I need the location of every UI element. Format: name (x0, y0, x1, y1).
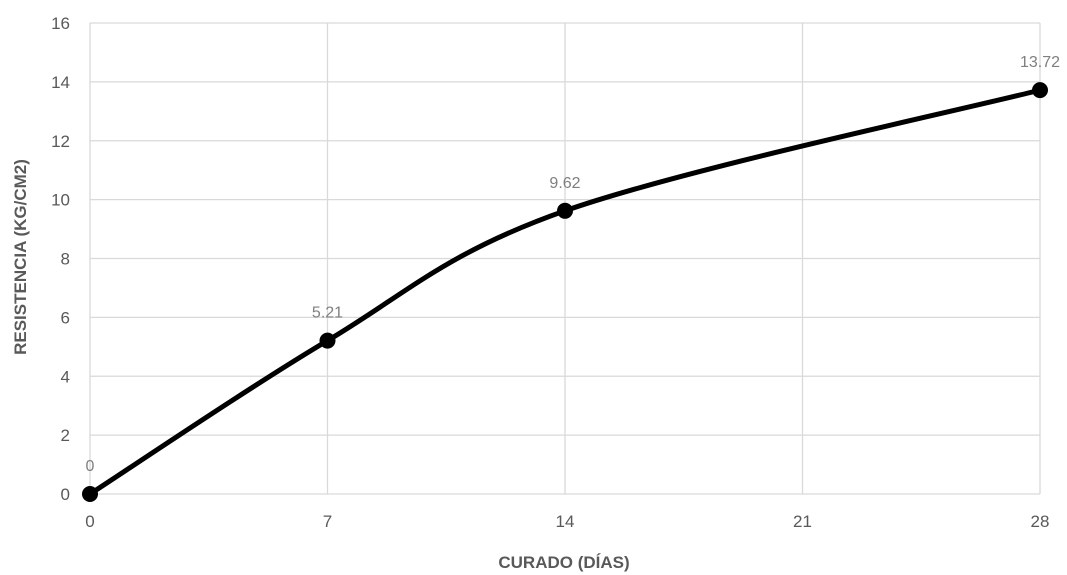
y-tick-label: 16 (51, 14, 70, 33)
series-layer (82, 82, 1048, 502)
y-tick-label: 2 (61, 426, 70, 445)
data-point-marker (557, 202, 573, 219)
y-tick-label: 12 (51, 132, 70, 151)
y-tick-label: 14 (51, 73, 70, 92)
series-line (87, 87, 1043, 497)
x-axis-title: CURADO (DÍAS) (498, 553, 629, 572)
data-point-marker (1032, 82, 1048, 99)
data-label: 0 (86, 458, 95, 475)
data-labels: 0 5.21 9.62 13.72 (86, 54, 1061, 475)
data-label: 5.21 (312, 305, 343, 322)
data-label: 9.62 (549, 175, 580, 192)
x-tick-label: 28 (1031, 512, 1050, 531)
y-tick-label: 0 (61, 485, 70, 504)
data-point-marker (82, 486, 98, 502)
data-point-marker (319, 332, 336, 349)
x-tick-label: 14 (556, 512, 575, 531)
grid-layer (89, 22, 1041, 495)
y-tick-label: 8 (61, 250, 70, 269)
y-axis-title: RESISTENCIA (KG/CM2) (11, 159, 30, 355)
x-tick-label: 7 (323, 512, 332, 531)
x-tick-label: 0 (85, 512, 94, 531)
y-tick-label: 6 (61, 308, 70, 327)
data-label: 13.72 (1020, 54, 1060, 71)
y-tick-label: 4 (61, 367, 70, 386)
y-tick-label: 10 (51, 191, 70, 210)
x-tick-label: 21 (793, 512, 812, 531)
